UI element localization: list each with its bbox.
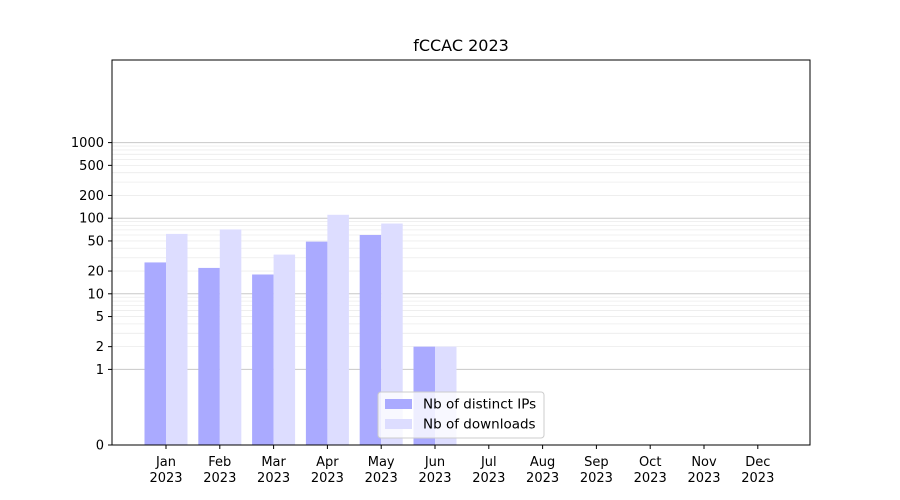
y-tick-label: 200 [79, 189, 104, 204]
x-tick-label-year: 2023 [365, 471, 398, 486]
axes: 01251020501002005001000Jan2023Feb2023Mar… [71, 136, 774, 486]
x-tick-label-month: May [368, 455, 395, 470]
x-tick-label-month: Nov [691, 455, 717, 470]
bar-distinct-ips [305, 241, 328, 445]
y-tick-label: 10 [87, 287, 104, 302]
chart-title: fCCAC 2023 [413, 36, 509, 55]
x-tick-label-month: Jul [480, 455, 497, 470]
x-tick-label-month: Feb [208, 455, 231, 470]
plot-frame [111, 59, 811, 446]
bar-downloads [273, 254, 296, 445]
x-tick-label-month: Jan [155, 455, 176, 470]
y-tick-label: 5 [96, 310, 104, 325]
bar-downloads [219, 229, 242, 445]
legend-label: Nb of downloads [423, 417, 536, 433]
y-tick-label: 2 [96, 340, 104, 355]
x-tick-label-month: Aug [530, 455, 555, 470]
y-tick-label: 0 [96, 439, 104, 454]
legend: Nb of distinct IPs Nb of downloads [377, 391, 545, 439]
x-tick-label-year: 2023 [687, 471, 720, 486]
x-tick-label-year: 2023 [257, 471, 290, 486]
x-tick-label-month: Oct [639, 455, 661, 470]
bar-distinct-ips [359, 234, 382, 445]
x-tick-label-year: 2023 [741, 471, 774, 486]
bar-downloads [166, 233, 188, 445]
x-tick-label-year: 2023 [634, 471, 667, 486]
bar-distinct-ips [252, 274, 274, 445]
bar-distinct-ips [198, 267, 220, 445]
bar-distinct-ips [144, 262, 166, 445]
x-tick-label-year: 2023 [418, 471, 451, 486]
legend-swatch [385, 399, 412, 409]
x-tick-label-month: Apr [316, 455, 339, 470]
x-tick-label-month: Jun [424, 455, 445, 470]
y-tick-label: 1000 [71, 136, 104, 151]
x-tick-label-year: 2023 [149, 471, 182, 486]
legend-swatch [385, 419, 412, 429]
x-tick-label-year: 2023 [311, 471, 344, 486]
x-tick-label-year: 2023 [203, 471, 236, 486]
x-tick-label-year: 2023 [580, 471, 613, 486]
y-tick-label: 1 [96, 363, 104, 378]
x-tick-label-month: Sep [584, 455, 609, 470]
x-tick-label-month: Dec [745, 455, 770, 470]
y-tick-label: 500 [79, 159, 104, 174]
legend-box [377, 391, 545, 439]
bar-downloads [327, 214, 349, 445]
y-tick-label: 100 [79, 212, 104, 227]
legend-label: Nb of distinct IPs [423, 397, 536, 413]
bar-downloads [381, 223, 403, 445]
x-tick-label-year: 2023 [472, 471, 505, 486]
x-tick-label-year: 2023 [526, 471, 559, 486]
x-tick-label-month: Mar [261, 455, 286, 470]
y-tick-label: 50 [87, 234, 104, 249]
y-tick-label: 20 [87, 265, 104, 280]
